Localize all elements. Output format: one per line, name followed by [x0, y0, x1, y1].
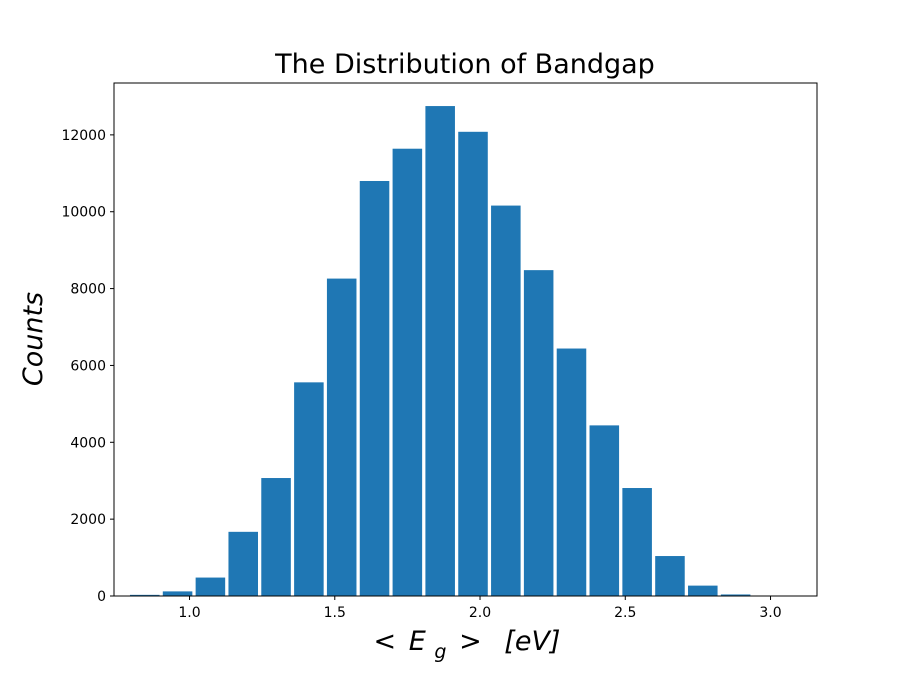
x-tick-label: 3.0: [759, 605, 781, 621]
y-tick-label: 8000: [70, 282, 106, 298]
x-axis-label-subscript: g: [434, 641, 446, 663]
y-tick-label: 0: [97, 589, 106, 605]
histogram-bar: [458, 131, 488, 597]
histogram-bar: [294, 382, 324, 596]
histogram-bar: [720, 594, 751, 596]
histogram-bar: [425, 106, 455, 596]
x-axis-label-gt: >: [459, 626, 482, 657]
chart-title: The Distribution of Bandgap: [274, 49, 655, 80]
x-tick-label: 2.0: [469, 605, 491, 621]
x-axis-label: < E g > [eV]: [374, 626, 561, 665]
histogram-bar: [491, 205, 521, 596]
y-tick-label: 4000: [70, 435, 106, 451]
y-axis-label: Counts: [18, 292, 49, 386]
y-tick-label: 12000: [61, 128, 106, 144]
histogram-bar: [326, 278, 357, 596]
x-axis-label-unit: [eV]: [504, 626, 560, 657]
histogram-bar: [688, 585, 718, 596]
y-tick-label: 6000: [70, 358, 106, 374]
x-tick-label: 1.0: [178, 605, 200, 621]
histogram-bar: [228, 531, 258, 596]
histogram-bar: [392, 148, 423, 596]
histogram-bar: [655, 556, 685, 596]
histogram-bar: [556, 348, 587, 596]
histogram-bar: [523, 270, 554, 596]
histogram-bar: [195, 577, 226, 596]
histogram-bar: [622, 488, 652, 596]
y-tick-label: 10000: [61, 205, 106, 221]
y-axis-ticks: 0 2000 4000 6000 8000 10000 12000: [61, 128, 114, 605]
histogram-bar: [589, 425, 620, 596]
bars-group: [129, 106, 784, 597]
plot-frame: [113, 82, 818, 597]
x-tick-label: 2.5: [614, 605, 636, 621]
histogram-bar: [129, 594, 160, 596]
histogram-bar: [359, 180, 390, 597]
histogram-bar: [261, 478, 291, 596]
histogram-bar: [162, 591, 193, 596]
y-tick-label: 2000: [70, 512, 106, 528]
x-axis-label-lt: <: [374, 626, 397, 657]
x-tick-label: 1.5: [324, 605, 346, 621]
x-axis-ticks: 1.0 1.5 2.0 2.5 3.0: [178, 596, 782, 621]
x-axis-label-symbol: E: [409, 626, 426, 657]
